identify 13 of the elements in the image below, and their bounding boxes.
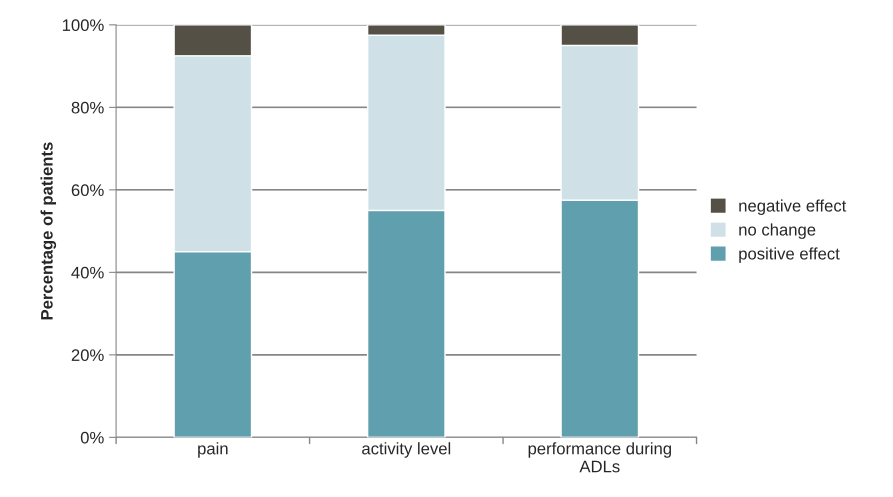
y-tick-label: 40% <box>71 266 104 279</box>
legend-label: positive effect <box>739 247 840 263</box>
legend-label: no change <box>739 223 816 239</box>
legend-label: negative effect <box>739 199 846 215</box>
x-tick-label: activity level <box>362 442 450 458</box>
y-tick-label: 60% <box>72 184 104 196</box>
x-tick-label: pain <box>198 442 228 458</box>
y-axis-title: Percentage of patients <box>40 142 56 320</box>
y-tick-label: 0% <box>80 432 104 444</box>
y-tick-label: 100% <box>62 19 104 32</box>
y-tick-label: 80% <box>72 102 104 114</box>
x-tick-label: performance during ADLs <box>528 442 671 472</box>
y-tick-label: 20% <box>72 349 104 362</box>
